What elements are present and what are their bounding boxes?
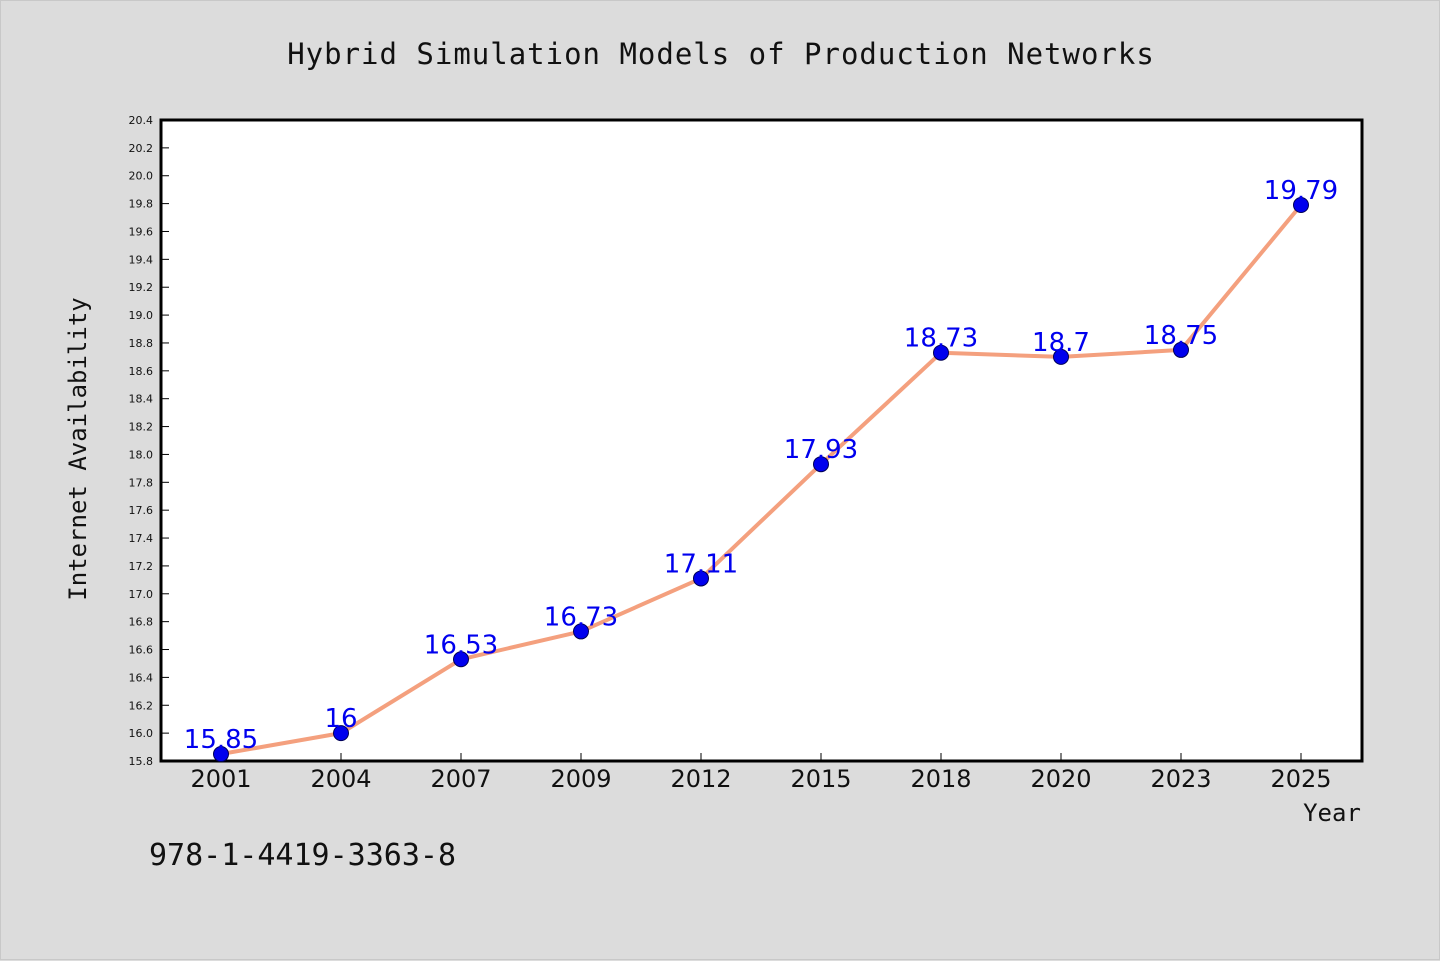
data-point: [813, 456, 829, 473]
chart-title: Hybrid Simulation Models of Production N…: [287, 37, 1155, 71]
isbn-text: 978-1-4419-3363-8: [149, 838, 456, 873]
plot-area: [159, 118, 1364, 763]
y-tick-label: 20.0: [129, 170, 154, 183]
x-tick-label: 2004: [310, 765, 371, 793]
x-tick-label: 2009: [550, 765, 611, 793]
y-tick-label: 17.6: [129, 504, 154, 517]
y-tick-label: 19.6: [129, 225, 154, 238]
data-label: 17.93: [784, 435, 858, 465]
y-tick-label: 19.2: [129, 281, 154, 294]
y-tick-label: 19.4: [129, 253, 154, 266]
data-point: [933, 344, 949, 361]
y-tick-label: 19.8: [129, 198, 154, 211]
y-tick-label: 16.2: [129, 699, 154, 712]
y-tick-label: 18.6: [129, 365, 154, 378]
y-tick-label: 18.8: [129, 337, 154, 350]
x-tick-label: 2018: [910, 765, 971, 793]
data-point: [573, 623, 589, 640]
data-label: 19.79: [1264, 176, 1338, 206]
y-axis-label: Internet Availability: [64, 297, 92, 600]
y-tick-label: 16.6: [129, 644, 154, 657]
data-labels: 15.85 16 16.53 16.73 17.11 17.93 18.73 18.7 18.7…: [184, 176, 1338, 755]
series-line: [219, 203, 1303, 757]
data-point: [333, 725, 349, 742]
data-label: 18.7: [1032, 328, 1090, 358]
y-tick-label: 19.0: [129, 309, 154, 322]
y-tick-label: 18.2: [129, 421, 154, 434]
data-point: [1053, 348, 1069, 365]
data-label: 17.11: [664, 549, 738, 579]
x-tick-label: 2020: [1030, 765, 1091, 793]
data-point: [1173, 341, 1189, 358]
x-tick-label: 2023: [1150, 765, 1211, 793]
data-label: 16.73: [544, 602, 618, 632]
y-tick-label: 17.0: [129, 588, 154, 601]
y-tick-label: 16.8: [129, 616, 154, 629]
data-label: 16: [324, 704, 357, 734]
data-point: [1293, 197, 1309, 214]
y-tick-label: 15.8: [129, 755, 154, 768]
data-label: 18.73: [904, 324, 978, 354]
x-tick-label: 2012: [670, 765, 731, 793]
x-axis: 2001 2004 2007 2009 2012 2015 2018 2020 2023 2025: [190, 753, 1332, 793]
data-point: [213, 746, 229, 763]
data-label: 15.85: [184, 725, 258, 755]
data-point: [693, 570, 709, 587]
x-axis-label: Year: [1303, 799, 1361, 827]
y-tick-label: 17.8: [129, 476, 154, 489]
y-axis: 15.8 16.0 16.2 16.4 16.6 16.8 17.0 17.2 17.4 17.6…: [129, 114, 169, 768]
y-tick-label: 17.2: [129, 560, 154, 573]
y-tick-label: 18.0: [129, 448, 154, 461]
y-tick-label: 20.4: [129, 114, 154, 127]
y-tick-label: 16.0: [129, 727, 154, 740]
x-tick-label: 2007: [430, 765, 491, 793]
y-tick-label: 16.4: [129, 671, 154, 684]
y-tick-label: 20.2: [129, 142, 154, 155]
data-label: 18.75: [1144, 321, 1218, 351]
y-tick-label: 18.4: [129, 393, 154, 406]
x-tick-label: 2025: [1270, 765, 1331, 793]
x-tick-label: 2001: [190, 765, 251, 793]
x-tick-label: 2015: [790, 765, 851, 793]
data-point: [453, 651, 469, 668]
data-label: 16.53: [424, 630, 498, 660]
y-tick-label: 17.4: [129, 532, 154, 545]
series: [213, 197, 1309, 763]
